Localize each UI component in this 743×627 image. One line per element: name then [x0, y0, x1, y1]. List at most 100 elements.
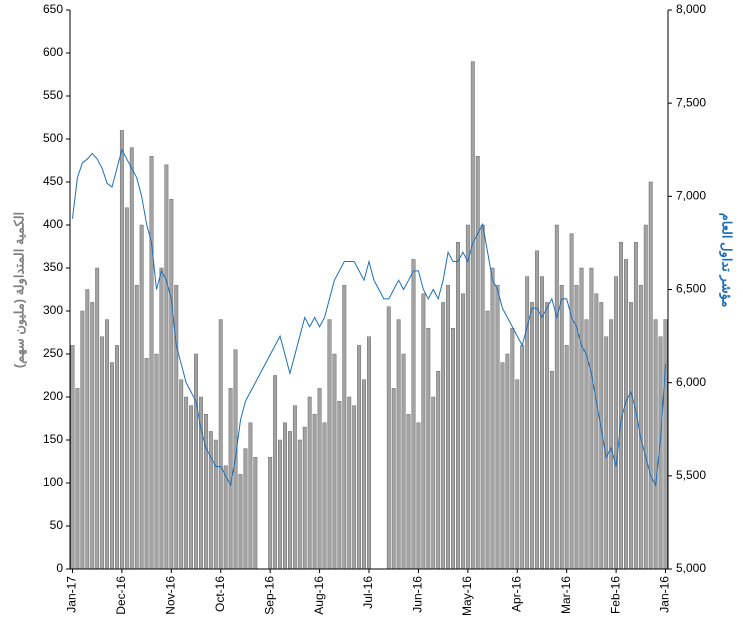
bar — [480, 224, 485, 570]
bar — [460, 293, 465, 570]
bar — [134, 285, 139, 570]
bar — [184, 396, 189, 570]
bar — [549, 371, 554, 570]
bar — [189, 405, 194, 570]
y-tick-label: 250 — [43, 346, 63, 360]
bar — [441, 302, 446, 570]
bar — [530, 302, 535, 570]
bar — [208, 431, 213, 570]
bar — [115, 345, 119, 570]
bar — [411, 259, 416, 570]
bar — [70, 345, 75, 570]
bar — [386, 306, 391, 570]
bar — [85, 289, 90, 570]
bar — [643, 224, 648, 570]
bar — [154, 353, 159, 570]
bar — [149, 155, 154, 570]
bar — [218, 319, 223, 570]
bar — [203, 414, 208, 570]
y-axis-title: الكمية المتداولة (مليون سهم) — [11, 212, 27, 368]
y2-tick-label: 5,000 — [676, 561, 706, 575]
bar — [223, 465, 228, 570]
x-tick-label: Sep-16 — [262, 576, 276, 615]
x-tick-label: Feb-16 — [608, 576, 622, 614]
bar — [594, 293, 599, 570]
bar — [456, 241, 460, 570]
y-tick-label: 450 — [43, 174, 63, 188]
x-tick-label: Jul-16 — [361, 576, 375, 609]
bar — [470, 61, 475, 570]
bar — [559, 285, 564, 570]
bar — [406, 414, 411, 570]
bar — [554, 224, 559, 570]
bar — [80, 310, 85, 570]
bar — [253, 457, 258, 570]
y2-tick-label: 5,500 — [676, 468, 706, 482]
bar — [624, 259, 628, 570]
bar — [129, 147, 134, 570]
bar — [431, 396, 436, 570]
bar — [490, 267, 495, 570]
x-tick-label: Jan-17 — [65, 576, 79, 613]
x-tick-label: Oct-16 — [213, 576, 227, 612]
bar — [278, 439, 282, 570]
bar — [164, 164, 169, 570]
bar — [426, 328, 431, 570]
y-tick-label: 150 — [43, 432, 63, 446]
bar — [317, 388, 322, 570]
x-tick-label: Dec-16 — [114, 576, 128, 615]
bar — [638, 285, 643, 570]
bar — [579, 267, 584, 570]
bar — [451, 328, 455, 570]
x-tick-label: Apr-16 — [509, 576, 523, 612]
bar — [446, 285, 451, 570]
bar — [297, 439, 302, 570]
y-tick-label: 550 — [43, 88, 63, 102]
bar — [629, 302, 633, 570]
bar — [609, 319, 614, 570]
bar — [312, 414, 317, 570]
bar — [174, 285, 179, 570]
bar — [465, 224, 470, 570]
bar — [337, 401, 342, 570]
bar — [436, 371, 441, 570]
index-line — [71, 148, 667, 487]
bar — [589, 267, 594, 570]
bar — [653, 319, 658, 570]
bar — [648, 181, 653, 570]
bar — [307, 396, 312, 570]
y2-tick-label: 8,000 — [676, 2, 706, 16]
bar — [194, 353, 198, 570]
bar — [357, 345, 362, 570]
bar — [144, 358, 149, 570]
y-tick-label: 300 — [43, 303, 63, 317]
bar — [105, 319, 109, 570]
bar — [515, 379, 520, 570]
bar — [362, 379, 366, 570]
bar — [238, 474, 243, 570]
bar — [159, 267, 164, 570]
bar — [119, 130, 124, 570]
bar — [342, 285, 347, 570]
y2-tick-label: 7,500 — [676, 95, 706, 109]
bar — [416, 422, 421, 570]
bar — [292, 405, 297, 570]
x-tick-label: May-16 — [460, 576, 474, 616]
y2-axis-title: مؤشر تداول العام — [719, 213, 735, 308]
x-tick-label: Jan-16 — [658, 576, 672, 613]
bar — [663, 319, 668, 570]
bar — [421, 293, 426, 570]
bar — [179, 379, 184, 570]
y-tick-label: 600 — [43, 45, 63, 59]
bar — [110, 362, 114, 570]
bar — [332, 353, 337, 570]
bar — [283, 422, 287, 570]
y-tick-label: 100 — [43, 475, 63, 489]
x-tick-label: Aug-16 — [312, 576, 326, 615]
y-tick-label: 50 — [50, 518, 64, 532]
bar — [584, 319, 589, 570]
bar — [391, 388, 396, 570]
bar — [352, 405, 357, 570]
y2-tick-label: 6,000 — [676, 375, 706, 389]
